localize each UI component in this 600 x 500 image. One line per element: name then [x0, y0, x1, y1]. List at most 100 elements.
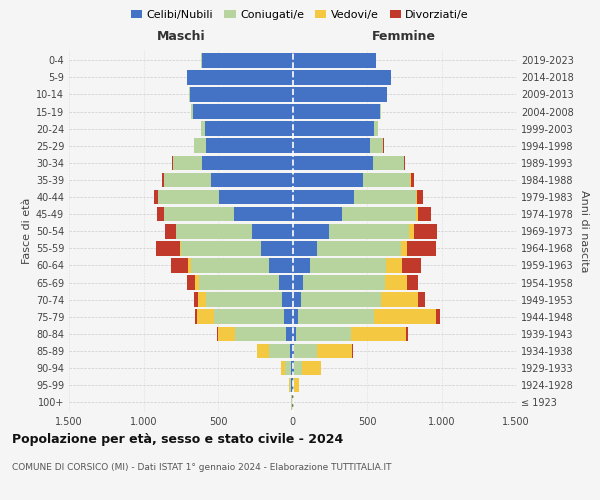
Bar: [413, 224, 437, 238]
Bar: [289, 378, 290, 392]
Bar: [292, 395, 293, 409]
Bar: [293, 70, 391, 84]
Bar: [303, 276, 385, 290]
Bar: [235, 326, 286, 341]
Bar: [187, 70, 293, 84]
Bar: [407, 276, 418, 290]
Bar: [407, 241, 436, 256]
Bar: [406, 326, 408, 341]
Bar: [202, 53, 293, 68]
Bar: [370, 138, 383, 153]
Bar: [293, 224, 329, 238]
Bar: [418, 292, 425, 307]
Bar: [190, 87, 293, 102]
Bar: [317, 344, 352, 358]
Bar: [181, 241, 261, 256]
Bar: [157, 241, 179, 256]
Bar: [293, 190, 353, 204]
Bar: [282, 292, 293, 307]
Bar: [154, 190, 158, 204]
Bar: [211, 172, 293, 187]
Bar: [290, 378, 292, 392]
Bar: [293, 258, 310, 272]
Bar: [301, 292, 381, 307]
Bar: [353, 190, 416, 204]
Y-axis label: Anni di nascita: Anni di nascita: [579, 190, 589, 272]
Bar: [380, 104, 381, 119]
Bar: [295, 378, 299, 392]
Bar: [201, 122, 205, 136]
Bar: [220, 190, 293, 204]
Bar: [418, 207, 431, 222]
Bar: [191, 104, 193, 119]
Bar: [281, 361, 285, 376]
Bar: [214, 310, 284, 324]
Bar: [292, 378, 293, 392]
Bar: [279, 276, 293, 290]
Bar: [161, 172, 164, 187]
Bar: [164, 224, 176, 238]
Bar: [195, 310, 197, 324]
Bar: [402, 258, 421, 272]
Bar: [218, 326, 235, 341]
Bar: [173, 156, 202, 170]
Bar: [293, 361, 302, 376]
Bar: [257, 344, 269, 358]
Bar: [293, 326, 296, 341]
Text: Popolazione per età, sesso e stato civile - 2024: Popolazione per età, sesso e stato civil…: [12, 432, 343, 446]
Bar: [202, 156, 293, 170]
Bar: [317, 241, 401, 256]
Bar: [401, 241, 407, 256]
Bar: [187, 276, 195, 290]
Bar: [362, 172, 410, 187]
Bar: [293, 156, 373, 170]
Bar: [194, 292, 198, 307]
Bar: [293, 53, 376, 68]
Bar: [191, 258, 269, 272]
Bar: [291, 361, 293, 376]
Bar: [217, 326, 218, 341]
Bar: [293, 310, 298, 324]
Bar: [302, 361, 320, 376]
Bar: [157, 207, 164, 222]
Bar: [235, 207, 293, 222]
Y-axis label: Fasce di età: Fasce di età: [22, 198, 32, 264]
Bar: [293, 378, 295, 392]
Bar: [310, 258, 386, 272]
Bar: [293, 207, 341, 222]
Text: COMUNE DI CORSICO (MI) - Dati ISTAT 1° gennaio 2024 - Elaborazione TUTTITALIA.IT: COMUNE DI CORSICO (MI) - Dati ISTAT 1° g…: [12, 462, 392, 471]
Bar: [416, 190, 417, 204]
Bar: [293, 241, 317, 256]
Bar: [198, 292, 206, 307]
Bar: [373, 156, 404, 170]
Bar: [164, 207, 235, 222]
Bar: [293, 104, 380, 119]
Bar: [158, 190, 220, 204]
Bar: [269, 258, 293, 272]
Bar: [416, 207, 418, 222]
Bar: [261, 241, 293, 256]
Bar: [296, 326, 352, 341]
Legend: Celibi/Nubili, Coniugati/e, Vedovi/e, Divorziati/e: Celibi/Nubili, Coniugati/e, Vedovi/e, Di…: [127, 6, 473, 25]
Bar: [341, 207, 416, 222]
Bar: [383, 138, 384, 153]
Bar: [293, 276, 303, 290]
Bar: [298, 310, 374, 324]
Bar: [294, 344, 317, 358]
Bar: [409, 224, 413, 238]
Bar: [199, 276, 279, 290]
Bar: [206, 292, 282, 307]
Bar: [193, 104, 293, 119]
Bar: [172, 258, 188, 272]
Bar: [385, 276, 407, 290]
Bar: [252, 224, 293, 238]
Bar: [194, 138, 206, 153]
Bar: [197, 310, 214, 324]
Bar: [352, 344, 353, 358]
Bar: [164, 172, 211, 187]
Bar: [205, 122, 293, 136]
Bar: [293, 138, 370, 153]
Bar: [179, 241, 181, 256]
Bar: [290, 344, 293, 358]
Bar: [374, 122, 378, 136]
